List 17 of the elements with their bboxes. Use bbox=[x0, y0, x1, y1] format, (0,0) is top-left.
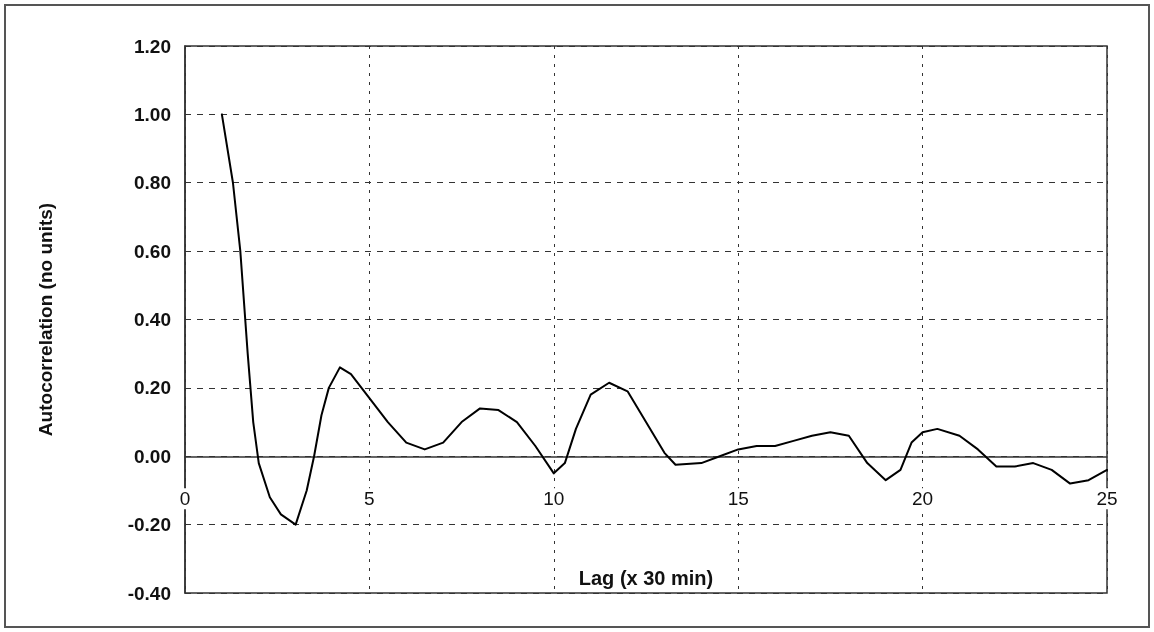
x-tick-label: 0 bbox=[179, 488, 191, 510]
x-tick-label: 15 bbox=[727, 488, 749, 510]
x-tick-label: 10 bbox=[543, 488, 565, 510]
y-tick-label: 1.00 bbox=[134, 103, 171, 125]
y-tick-label: 0.00 bbox=[134, 445, 171, 467]
y-axis-title: Autocorrelation (no units) bbox=[35, 202, 56, 437]
x-tick-label: 25 bbox=[1096, 488, 1118, 510]
y-tick-label: 0.60 bbox=[134, 240, 171, 262]
y-tick-label: 0.80 bbox=[134, 172, 171, 194]
x-tick-label: 20 bbox=[912, 488, 934, 510]
y-tick-label: 0.40 bbox=[134, 309, 171, 330]
x-tick-label: 5 bbox=[364, 488, 375, 510]
y-tick-label: -0.20 bbox=[127, 514, 171, 536]
y-tick-label: -0.40 bbox=[127, 582, 171, 604]
x-axis-title: Lag (x 30 min) bbox=[578, 567, 714, 590]
y-tick-label: 1.20 bbox=[134, 35, 171, 57]
y-tick-label: 0.20 bbox=[134, 377, 171, 399]
